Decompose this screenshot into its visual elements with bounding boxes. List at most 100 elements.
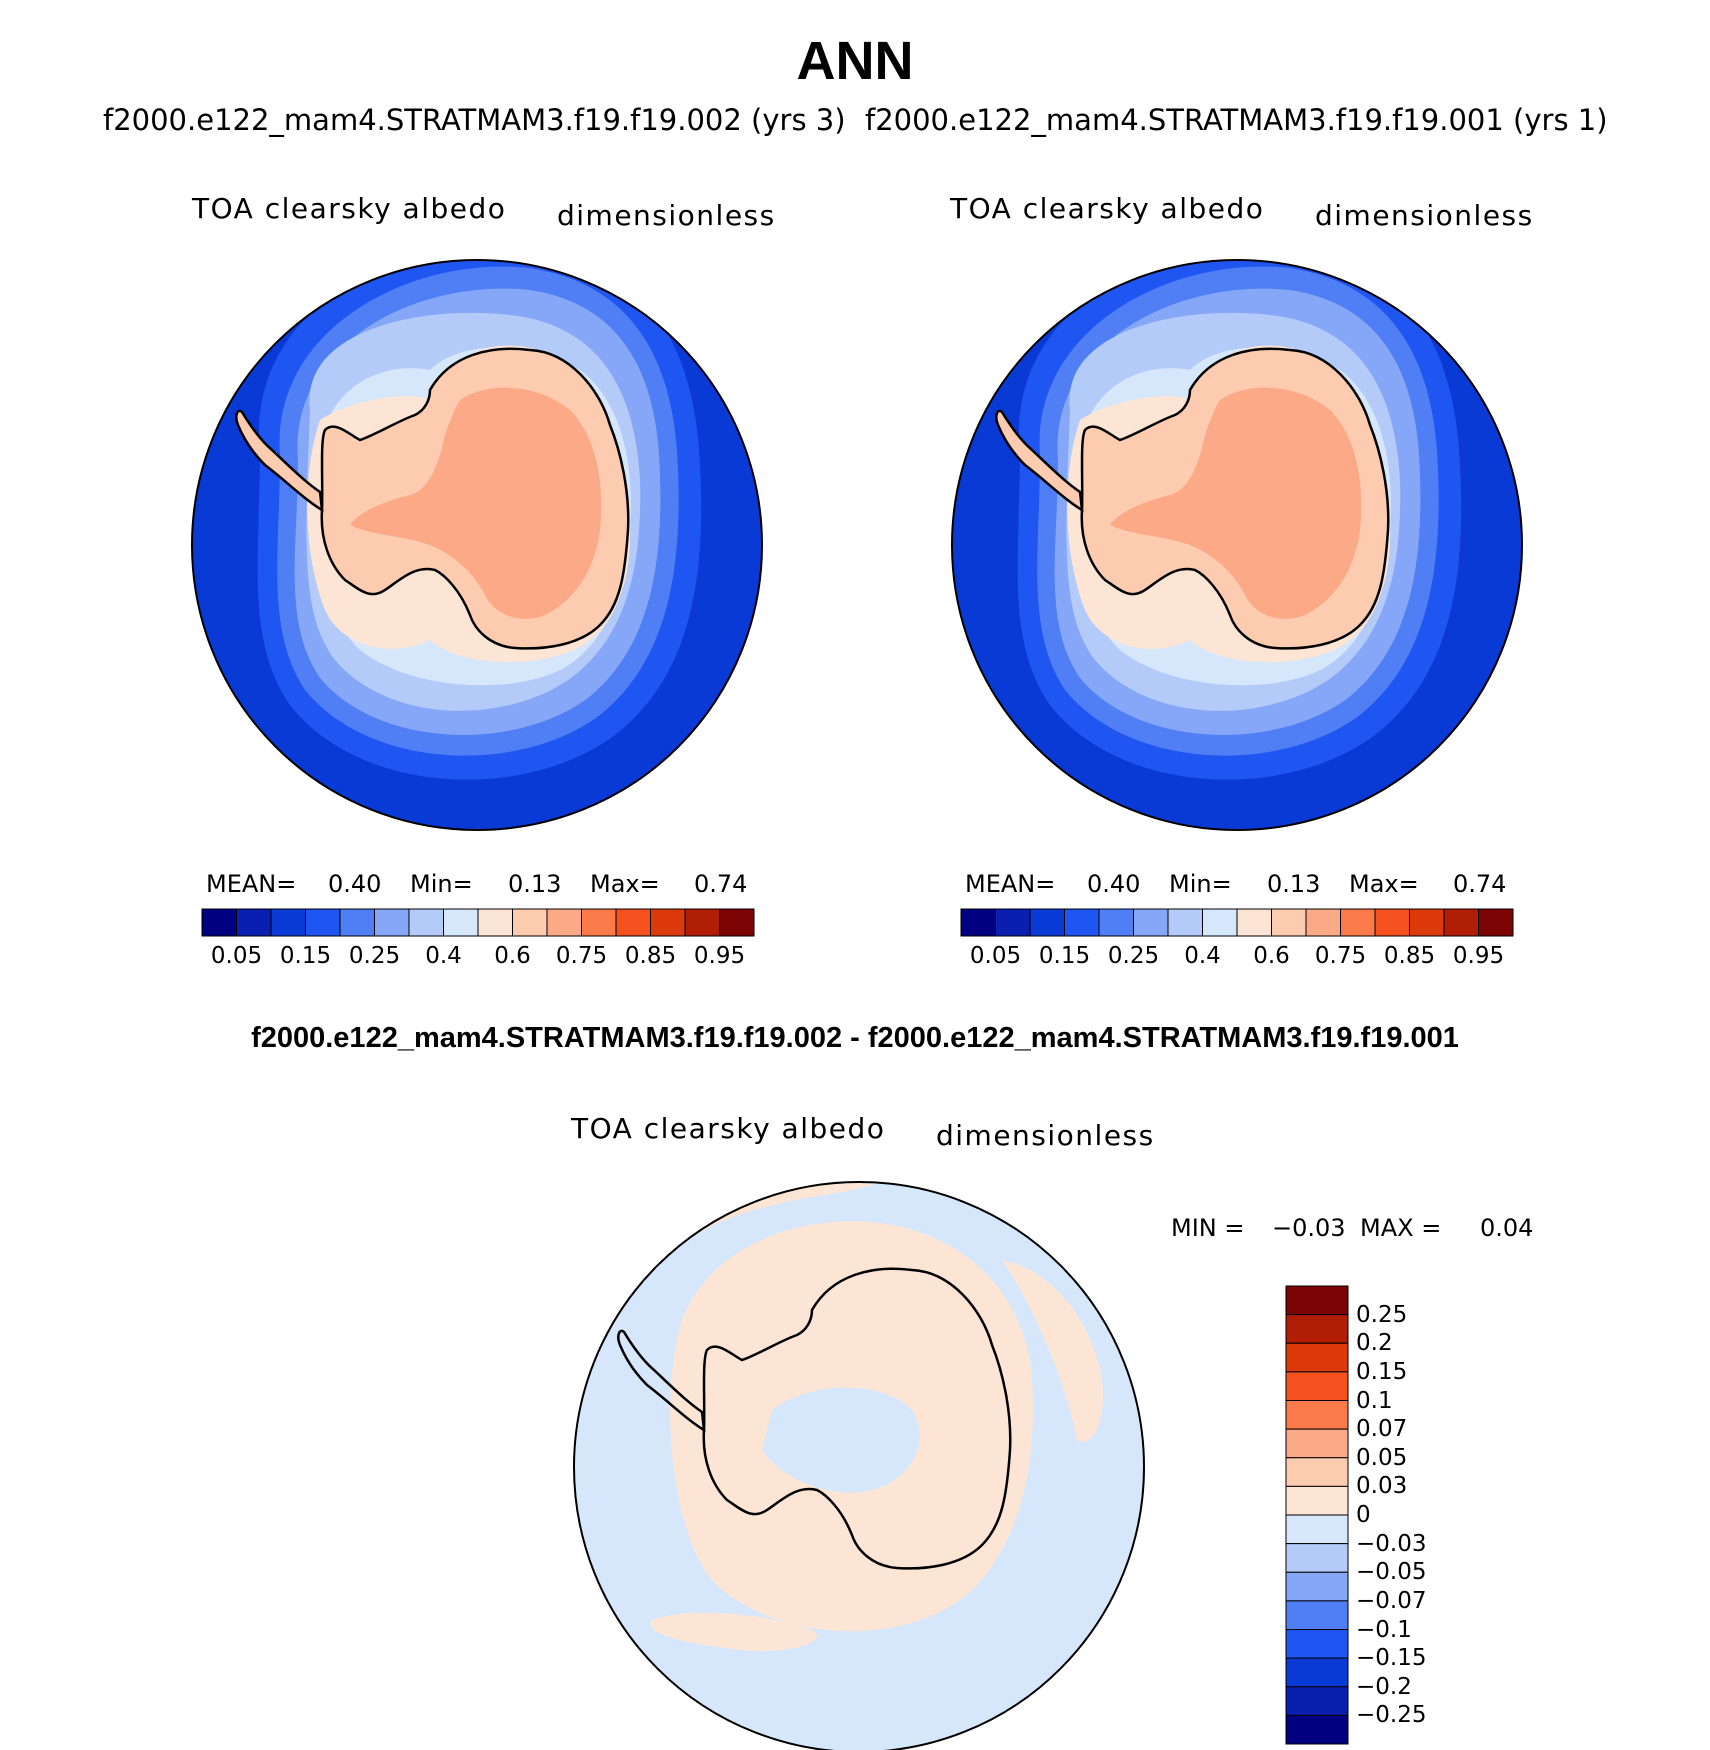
difference-colorbar-tick-label: −0.03 xyxy=(1356,1530,1427,1557)
panel2-colorbar-swatch xyxy=(1202,908,1238,937)
panel2-colorbar-swatch xyxy=(1374,908,1410,937)
panel1-colorbar-swatch xyxy=(339,908,375,937)
panel2-mean-value: 0.40 xyxy=(1087,870,1141,898)
difference-colorbar-tick-label: −0.1 xyxy=(1356,1616,1412,1643)
panel1-colorbar-swatch xyxy=(650,908,686,937)
panel2-colorbar-swatch xyxy=(995,908,1031,937)
difference-colorbar-swatch xyxy=(1285,1428,1349,1459)
panel1-colorbar-swatch xyxy=(512,908,548,937)
panel1-colorbar-swatch xyxy=(615,908,651,937)
panel2-colorbar-tick-label: 0.6 xyxy=(1253,943,1290,969)
difference-colorbar-tick-label: −0.15 xyxy=(1356,1645,1427,1672)
panel2-colorbar-swatch xyxy=(1443,908,1479,937)
panel2-colorbar-swatch xyxy=(1029,908,1065,937)
panel1-colorbar-tick-label: 0.25 xyxy=(348,943,401,969)
panel1-mean-value: 0.40 xyxy=(328,870,382,898)
panel1-colorbar-swatch xyxy=(684,908,720,937)
panel1-min-label: Min= xyxy=(410,870,473,898)
panel2-colorbar-tick-label: 0.05 xyxy=(969,943,1022,969)
main-title: ANN xyxy=(796,31,914,91)
panel2-colorbar-swatch xyxy=(1236,908,1272,937)
difference-max-value: 0.04 xyxy=(1480,1214,1534,1242)
difference-colorbar-swatch xyxy=(1285,1657,1349,1688)
difference-colorbar-swatch xyxy=(1285,1714,1349,1745)
difference-colorbar-swatch xyxy=(1285,1400,1349,1430)
panel2-min-label: Min= xyxy=(1169,870,1232,898)
panel1-colorbar-swatch xyxy=(408,908,444,937)
difference-colorbar-swatch xyxy=(1285,1457,1349,1487)
panel2-colorbar-swatch xyxy=(1133,908,1169,937)
difference-colorbar-swatch xyxy=(1285,1600,1349,1630)
panel1-colorbar-swatch xyxy=(546,908,582,937)
panel2-colorbar xyxy=(960,908,1514,937)
panel2-colorbar-swatch xyxy=(1409,908,1445,937)
panel2-colorbar-swatch xyxy=(1167,908,1203,937)
difference-map xyxy=(574,1182,1144,1750)
difference-colorbar-swatch xyxy=(1285,1571,1349,1602)
panel2-max-value: 0.74 xyxy=(1453,870,1507,898)
difference-colorbar xyxy=(1285,1285,1349,1745)
difference-colorbar-swatch xyxy=(1285,1485,1349,1516)
panel2-colorbar-tick-label: 0.75 xyxy=(1314,943,1367,969)
panel1-colorbar-tick-label: 0.4 xyxy=(425,943,462,969)
panel2-colorbar-swatch xyxy=(1098,908,1134,937)
difference-colorbar-swatch xyxy=(1285,1371,1349,1401)
panel1-colorbar-swatch xyxy=(443,908,479,937)
panel2-colorbar-swatch xyxy=(1478,908,1514,937)
difference-colorbar-tick-label: −0.07 xyxy=(1356,1587,1427,1614)
difference-colorbar-tick-label: 0.05 xyxy=(1356,1444,1408,1471)
panel2-mean-label: MEAN= xyxy=(965,870,1056,898)
panel2-units-label: dimensionless xyxy=(1315,199,1534,232)
panel1-colorbar-tick-label: 0.6 xyxy=(494,943,531,969)
panel2-colorbar-tick-label: 0.25 xyxy=(1107,943,1160,969)
panel2-max-label: Max= xyxy=(1349,870,1419,898)
difference-colorbar-swatch xyxy=(1285,1514,1349,1545)
difference-colorbar-tick-label: −0.05 xyxy=(1356,1559,1427,1586)
panel2-min-value: 0.13 xyxy=(1267,870,1321,898)
difference-map-border xyxy=(573,1181,1145,1750)
panel1-variable-label: TOA clearsky albedo xyxy=(192,192,507,225)
panel2-colorbar-tick-label: 0.4 xyxy=(1184,943,1221,969)
panel1-colorbar-tick-label: 0.05 xyxy=(210,943,263,969)
case-title-left: f2000.e122_mam4.STRATMAM3.f19.f19.002 (y… xyxy=(103,103,846,137)
difference-colorbar-tick-label: 0 xyxy=(1356,1502,1371,1528)
difference-colorbar-swatch xyxy=(1285,1342,1349,1373)
panel2-colorbar-swatch xyxy=(960,908,996,937)
panel1-colorbar xyxy=(201,908,755,937)
panel2-colorbar-swatch xyxy=(1271,908,1307,937)
difference-min-label: MIN = xyxy=(1171,1214,1245,1242)
difference-colorbar-tick-label: 0.03 xyxy=(1356,1473,1408,1500)
difference-min-value: −0.03 xyxy=(1272,1214,1346,1242)
panel1-map-border xyxy=(191,259,763,831)
panel1-colorbar-swatch xyxy=(305,908,341,937)
panel1-colorbar-swatch xyxy=(270,908,306,937)
panel2-colorbar-swatch xyxy=(1305,908,1341,937)
panel1-colorbar-tick-label: 0.85 xyxy=(624,943,677,969)
difference-colorbar-swatch xyxy=(1285,1314,1349,1344)
panel1-colorbar-swatch xyxy=(236,908,272,937)
panel2-colorbar-swatch xyxy=(1340,908,1376,937)
panel2-variable-label: TOA clearsky albedo xyxy=(950,192,1265,225)
panel2-map xyxy=(952,260,1522,830)
difference-colorbar-tick-label: 0.07 xyxy=(1356,1416,1408,1443)
difference-colorbar-tick-label: 0.2 xyxy=(1356,1330,1393,1357)
panel2-colorbar-tick-label: 0.95 xyxy=(1452,943,1505,969)
panel1-max-label: Max= xyxy=(590,870,660,898)
panel1-colorbar-swatch xyxy=(719,908,755,937)
difference-variable-label: TOA clearsky albedo xyxy=(571,1112,886,1145)
difference-units-label: dimensionless xyxy=(936,1119,1155,1152)
panel1-max-value: 0.74 xyxy=(694,870,748,898)
difference-colorbar-tick-label: 0.1 xyxy=(1356,1387,1393,1414)
difference-colorbar-tick-label: −0.2 xyxy=(1356,1673,1412,1700)
panel1-colorbar-tick-label: 0.15 xyxy=(279,943,332,969)
panel1-colorbar-swatch xyxy=(374,908,410,937)
panel1-colorbar-swatch xyxy=(201,908,237,937)
difference-colorbar-swatch xyxy=(1285,1543,1349,1573)
case-title-right: f2000.e122_mam4.STRATMAM3.f19.f19.001 (y… xyxy=(865,103,1608,137)
panel1-units-label: dimensionless xyxy=(557,199,776,232)
panel1-map xyxy=(192,260,762,830)
panel1-colorbar-swatch xyxy=(477,908,513,937)
difference-colorbar-swatch xyxy=(1285,1629,1349,1659)
panel2-colorbar-tick-label: 0.15 xyxy=(1038,943,1091,969)
